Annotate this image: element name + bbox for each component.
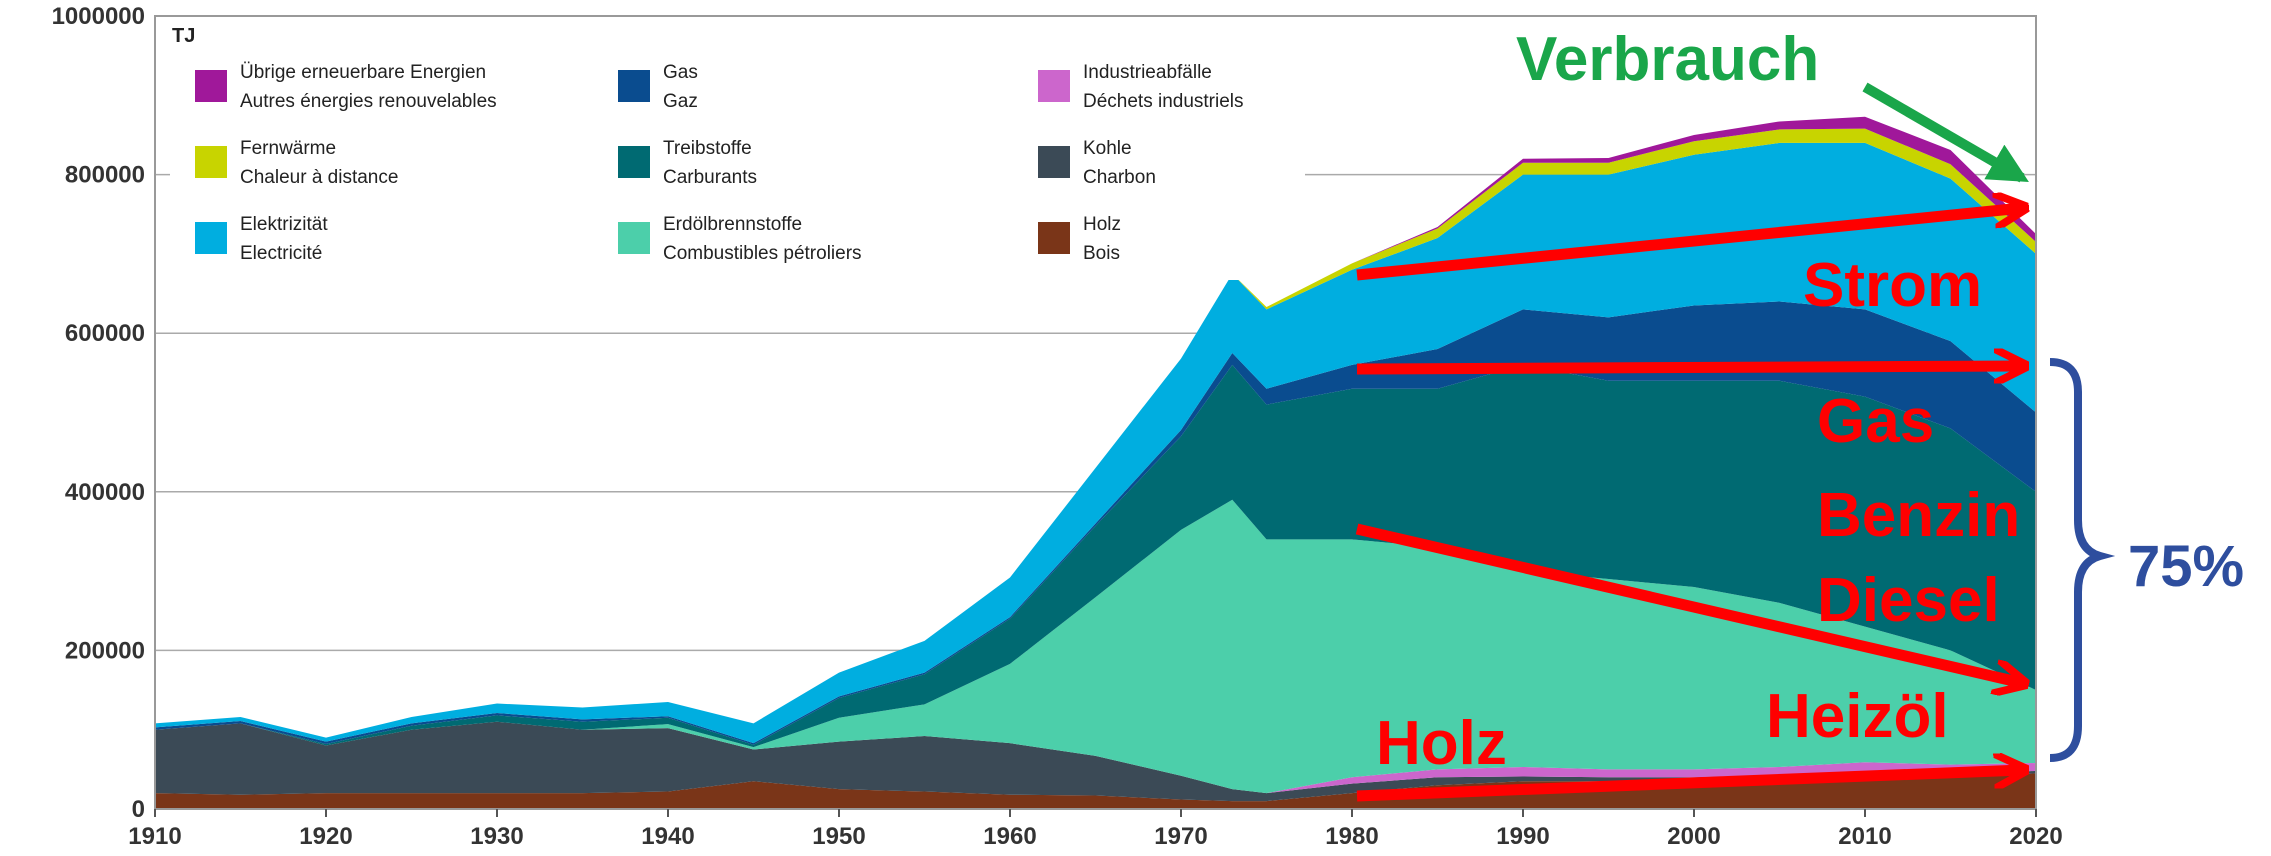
annotation: Benzin (1817, 481, 2020, 550)
legend-label: Chaleur à distance (240, 167, 398, 188)
annotation: Holz (1376, 709, 1507, 778)
x-tick-label: 1970 (1154, 823, 1207, 850)
areas (155, 116, 2036, 809)
x-tick-label: 1980 (1325, 823, 1378, 850)
ticks: 0 200000 400000 600000 800000 1000000 1910 1920… (52, 3, 2063, 850)
arrow (1356, 366, 2022, 369)
legend: Holz Bois Kohle Charbon Industrieabfälle Déch… (195, 62, 1244, 264)
x-tick-label: 1910 (128, 823, 181, 850)
x-tick-label: 1960 (983, 823, 1036, 850)
area (155, 301, 2036, 745)
area (155, 721, 2036, 802)
x-tick-label: 1990 (1496, 823, 1549, 850)
annotation: 75% (2128, 534, 2244, 599)
legend-swatch (618, 222, 650, 254)
area (155, 499, 2036, 794)
legend-label: Combustibles pétroliers (663, 243, 862, 264)
y-tick-label: 800000 (65, 162, 145, 189)
legend-swatch (618, 146, 650, 178)
area (155, 364, 2036, 748)
legend-swatch (195, 146, 227, 178)
legend-swatch (1038, 70, 1070, 102)
y-tick-label: 0 (132, 796, 145, 823)
x-tick-label: 2010 (1838, 823, 1891, 850)
legend-swatch (618, 70, 650, 102)
unit-label: TJ (172, 25, 195, 47)
legend-label: Holz (1083, 214, 1121, 235)
x-tick-label: 2020 (2009, 823, 2062, 850)
legend-label: Elektrizität (240, 214, 328, 235)
annotation: Verbrauch (1516, 25, 1819, 94)
legend-label: Electricité (240, 243, 322, 264)
arrow (1355, 523, 2022, 683)
annotation: Diesel (1817, 566, 2000, 635)
area (155, 721, 2036, 794)
x-tick-label: 1950 (812, 823, 865, 850)
legend-swatch (195, 70, 227, 102)
legend-swatch (195, 222, 227, 254)
y-tick-label: 600000 (65, 320, 145, 347)
legend-label: Fernwärme (240, 138, 336, 159)
legend-label: Autres énergies renouvelables (240, 91, 497, 112)
brace (2049, 358, 2116, 762)
legend-label: Gaz (663, 91, 698, 112)
legend-label: Carburants (663, 167, 757, 188)
legend-label: Erdölbrennstoffe (663, 214, 802, 235)
arrow (1862, 82, 2029, 183)
arrow (1356, 208, 2022, 281)
legend-label: Treibstoffe (663, 138, 752, 159)
y-tick-label: 1000000 (52, 3, 145, 30)
legend-label: Industrieabfälle (1083, 62, 1212, 83)
y-tick-label: 400000 (65, 479, 145, 506)
legend-label: Charbon (1083, 167, 1156, 188)
legend-label: Gas (663, 62, 698, 83)
legend-swatch (1038, 146, 1070, 178)
legend-label: Déchets industriels (1083, 91, 1244, 112)
arrow (1356, 770, 2022, 802)
legend-label: Kohle (1083, 138, 1132, 159)
legend-label: Übrige erneuerbare Energien (240, 62, 486, 83)
legend-label: Bois (1083, 243, 1120, 264)
annotation: Gas (1817, 387, 1934, 456)
annotation: Heizöl (1766, 682, 1949, 751)
x-tick-label: 1930 (470, 823, 523, 850)
x-tick-label: 2000 (1667, 823, 1720, 850)
legend-swatch (1038, 222, 1070, 254)
annotation: Strom (1803, 251, 1982, 320)
y-tick-label: 200000 (65, 637, 145, 664)
plot-frame (154, 15, 2037, 810)
area (155, 142, 2036, 744)
legend-box (170, 24, 1305, 280)
area (155, 773, 2036, 809)
x-tick-label: 1940 (641, 823, 694, 850)
x-tick-label: 1920 (299, 823, 352, 850)
